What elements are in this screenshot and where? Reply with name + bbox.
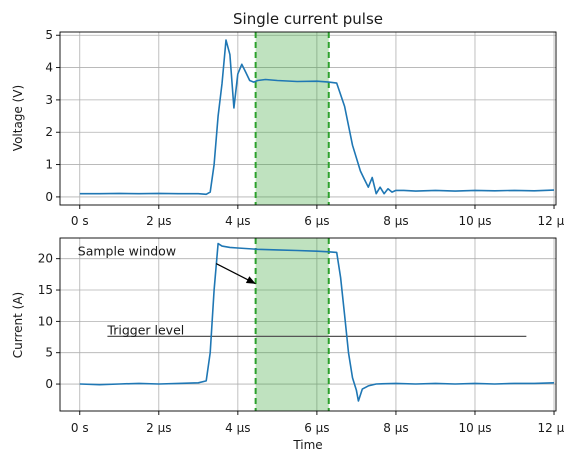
voltage-sample-window bbox=[255, 32, 329, 205]
voltage-panel: 0 s 2 µs 4 µs 6 µs 8 µs 10 µs 12 µs 0 1 2 3 4 5 Volta… bbox=[11, 10, 564, 228]
voltage-ytick-label: 4 bbox=[45, 61, 53, 75]
voltage-ylabel: Voltage (V) bbox=[11, 85, 25, 151]
current-axes-frame bbox=[59, 237, 557, 412]
current-series-line bbox=[79, 242, 555, 402]
voltage-xtick-label: 8 µs bbox=[383, 214, 408, 228]
voltage-ytick-label: 0 bbox=[45, 190, 53, 204]
voltage-xtick-label: 2 µs bbox=[146, 214, 171, 228]
current-sample-window bbox=[255, 238, 329, 411]
current-xtick-label: 10 µs bbox=[458, 421, 491, 435]
voltage-xtick-label: 10 µs bbox=[458, 214, 491, 228]
current-xtick-label: 4 µs bbox=[225, 421, 250, 435]
current-ylabel: Current (A) bbox=[11, 292, 25, 358]
current-ytick-label: 10 bbox=[38, 314, 53, 328]
annotation-label: Sample window bbox=[78, 244, 176, 259]
current-xtick-label: 8 µs bbox=[383, 421, 408, 435]
current-ytick-label: 5 bbox=[45, 346, 53, 360]
voltage-xtick-label: 6 µs bbox=[304, 214, 329, 228]
voltage-ytick-label: 3 bbox=[45, 93, 53, 107]
current-ytick-label: 0 bbox=[45, 377, 53, 391]
current-xtick-label: 2 µs bbox=[146, 421, 171, 435]
current-plot-area bbox=[60, 238, 556, 411]
voltage-ytick-label: 2 bbox=[45, 125, 53, 139]
annotation-arrowhead bbox=[245, 276, 256, 284]
chart-title: Single current pulse bbox=[233, 10, 383, 28]
current-xtick-label: 0 s bbox=[71, 421, 89, 435]
voltage-plot-area bbox=[60, 32, 556, 205]
voltage-xtick-label: 0 s bbox=[71, 214, 89, 228]
voltage-ytick-label: 5 bbox=[45, 28, 53, 42]
current-ytick-label: 15 bbox=[38, 283, 53, 297]
current-ytick-label: 20 bbox=[38, 252, 53, 266]
current-panel: 0 s 2 µs 4 µs 6 µs 8 µs 10 µs 12 µs 0 5 10 15 20 Cur… bbox=[11, 237, 564, 452]
annotation-label: Trigger level bbox=[106, 323, 184, 338]
voltage-axes-frame bbox=[59, 31, 557, 206]
voltage-series-line bbox=[79, 39, 555, 196]
current-xtick-label: 6 µs bbox=[304, 421, 329, 435]
voltage-ytick-label: 1 bbox=[45, 158, 53, 172]
current-xtick-label: 12 µs bbox=[538, 421, 564, 435]
x-axis-label: Time bbox=[292, 438, 322, 452]
voltage-xtick-label: 4 µs bbox=[225, 214, 250, 228]
voltage-xtick-label: 12 µs bbox=[538, 214, 564, 228]
